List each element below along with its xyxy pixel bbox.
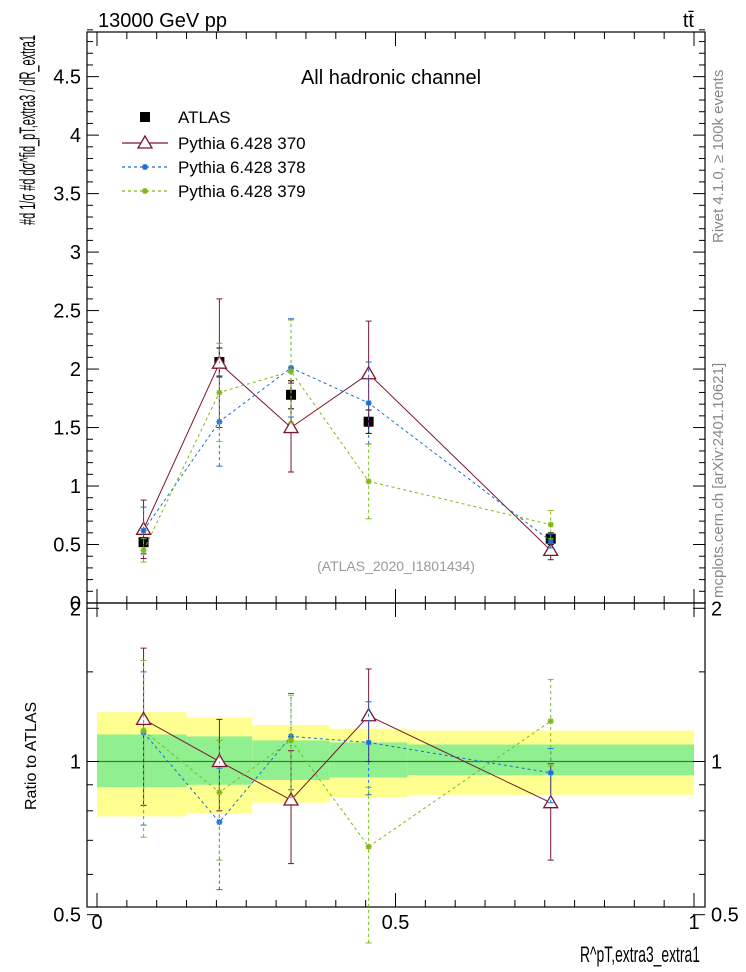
data-point bbox=[365, 478, 372, 485]
legend-marker bbox=[142, 188, 148, 194]
series-pythia-6-428-378 bbox=[140, 318, 554, 555]
ratio-data-point bbox=[547, 769, 554, 776]
data-point bbox=[282, 419, 300, 434]
data-point bbox=[288, 368, 295, 375]
ratio-data-point bbox=[365, 843, 372, 850]
ratio-y-tick-label-right: 1 bbox=[711, 751, 722, 773]
x-tick-label: 0.5 bbox=[382, 912, 410, 934]
legend-label: Pythia 6.428 370 bbox=[178, 134, 306, 153]
legend-marker bbox=[140, 112, 150, 122]
legend-label: Pythia 6.428 379 bbox=[178, 182, 306, 201]
ratio-data-point bbox=[135, 711, 152, 726]
series-atlas bbox=[138, 347, 556, 555]
ratio-y-tick-label: 2 bbox=[70, 598, 81, 620]
series-line bbox=[143, 370, 551, 551]
mcplots-label: mcplots.cern.ch [arXiv:2401.10621] bbox=[710, 363, 727, 598]
y-axis-label: #d 1/σ #d dσ^fid_pT,extra3 / dR_extra1 bbox=[15, 35, 40, 225]
ratio-y-tick-label: 0.5 bbox=[53, 905, 81, 927]
y-tick-label: 0 bbox=[70, 593, 81, 615]
y-tick-label: 4.5 bbox=[53, 67, 81, 89]
data-point bbox=[140, 547, 147, 554]
data-point bbox=[216, 389, 223, 396]
ratio-data-point bbox=[288, 737, 295, 744]
ratio-data-point bbox=[365, 739, 372, 746]
data-point bbox=[542, 542, 559, 557]
legend-marker bbox=[136, 134, 154, 149]
ratio-y-tick-label: 1 bbox=[70, 751, 81, 773]
ratio-y-tick-label-right: 2 bbox=[711, 598, 722, 620]
ratio-data-point bbox=[211, 753, 228, 768]
ratio-data-point bbox=[216, 789, 223, 796]
plot-title: All hadronic channel bbox=[301, 67, 481, 89]
data-point bbox=[547, 538, 554, 545]
y-tick-label: 2.5 bbox=[53, 301, 81, 323]
analysis-watermark: (ATLAS_2020_I1801434) bbox=[317, 558, 475, 574]
data-point bbox=[140, 527, 147, 534]
y-tick-label: 3 bbox=[70, 242, 81, 264]
ratio-data-point bbox=[140, 727, 147, 734]
ratio-data-point bbox=[282, 791, 300, 806]
ratio-series-pythia-6-428-370 bbox=[135, 647, 559, 865]
ratio-data-point bbox=[547, 718, 554, 725]
series-pythia-6-428-379 bbox=[140, 319, 554, 563]
data-point bbox=[365, 399, 372, 406]
series-pythia-6-428-370 bbox=[135, 298, 559, 561]
series-line bbox=[143, 362, 552, 551]
ratio-panel: 0.5 0.5 1 1 2 2 0 0.5 1 Ratio to ATLAS R^pT,extra3… bbox=[23, 598, 739, 967]
y-tick-label: 1.5 bbox=[53, 418, 81, 440]
legend-label: ATLAS bbox=[178, 108, 231, 127]
header-process-label: tt̄ bbox=[683, 10, 695, 32]
data-point bbox=[360, 365, 377, 380]
header-energy-label: 13000 GeV pp bbox=[98, 10, 227, 32]
y-tick-label: 3.5 bbox=[53, 184, 81, 206]
y-tick-label: 4 bbox=[70, 125, 81, 147]
ratio-y-tick-label-right: 0.5 bbox=[711, 905, 739, 927]
legend-label: Pythia 6.428 378 bbox=[178, 158, 306, 177]
y-tick-label: 1 bbox=[70, 476, 81, 498]
rivet-version-label: Rivet 4.1.0, ≥ 100k events bbox=[710, 70, 727, 243]
ratio-series-pythia-6-428-379 bbox=[140, 659, 554, 944]
y-tick-label: 0.5 bbox=[53, 535, 81, 557]
legend-marker bbox=[142, 164, 148, 170]
ratio-y-axis-label: Ratio to ATLAS bbox=[23, 702, 40, 810]
x-tick-label: 0 bbox=[91, 912, 102, 934]
data-point bbox=[547, 521, 554, 528]
x-axis-label: R^pT,extra3_extra1 bbox=[580, 942, 700, 967]
uncertainty-band-inner bbox=[97, 734, 187, 788]
series-line bbox=[143, 367, 552, 542]
main-panel: 0 0.5 1 1.5 2 2.5 3 3.5 4 4.5 All hadronic channel… bbox=[15, 29, 706, 615]
y-tick-label: 2 bbox=[70, 359, 81, 381]
x-tick-label: 1 bbox=[688, 912, 699, 934]
